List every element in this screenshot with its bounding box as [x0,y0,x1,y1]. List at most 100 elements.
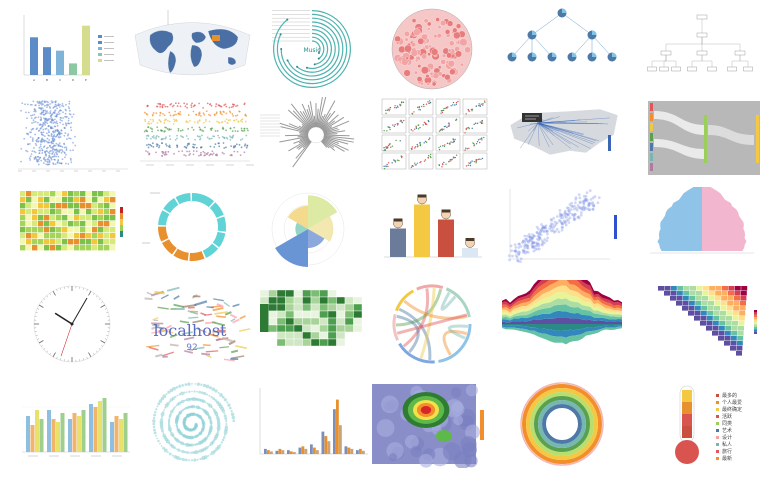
heatmap-cell [104,215,110,221]
word [183,336,195,341]
heatmap-cell [708,296,715,301]
radial-bar [316,108,319,128]
swarm-point [151,128,154,130]
density-point [524,251,527,255]
density-point [591,196,595,200]
matrix-point [388,143,391,146]
spiral-dot [180,399,185,404]
state-region [344,317,354,326]
scatter-point [50,135,53,138]
bar [321,431,325,454]
density-point [592,203,596,207]
spiral-dot [177,448,181,452]
scatter-point [67,163,70,165]
matrix-point [475,160,478,162]
clock-tick [37,338,40,340]
chord-ribbon [396,313,468,335]
state-region [302,324,312,333]
swarm-point [187,137,190,140]
radial-bar [321,140,330,149]
swarm-point [244,114,247,117]
tree-link [561,12,593,36]
density-point [561,226,565,229]
spiral-dot [154,410,157,414]
matrix-point [386,109,389,112]
state-region [310,338,320,347]
matrix-panel [381,116,407,134]
state-region [268,289,278,298]
leaf-circle [449,68,456,75]
swarm-point [164,105,167,108]
swarm-point [208,137,211,140]
leaf-circle [428,44,432,49]
swarm-point [198,119,201,122]
matrix-point [480,122,483,125]
word [201,352,211,356]
thermometer-band [682,390,692,402]
word [214,311,228,315]
scatter-point [32,119,35,121]
matrix-point [468,162,470,164]
swarm-point [147,146,150,149]
density-point [577,206,581,209]
spiral-dot [152,422,156,426]
matrix-point [484,101,486,104]
scatter-point [63,143,66,146]
state-region [353,303,363,312]
heatmap-cell [92,239,98,245]
word [197,328,207,333]
scatter-point [60,148,63,151]
swarm-point [238,110,241,113]
density-point [530,241,534,244]
density-point [560,222,564,226]
tick-label: B [46,78,48,82]
density-point [557,230,561,234]
scatter-point [50,158,53,161]
scatter-point [29,155,32,158]
scatter-point [69,137,72,140]
swarm-point [156,145,158,147]
swarm-point [159,105,162,108]
spiral-dot [176,394,179,397]
matrix-point [465,147,467,149]
matrix-point [466,127,468,129]
continent-shape [190,44,203,68]
density-point [574,201,577,205]
heatmap-cell [740,291,747,296]
tree-link [531,34,553,58]
radial-bar [323,137,340,144]
scatter-point [53,134,56,136]
scatter-point [70,121,73,124]
heatmap-cell [110,227,116,233]
matrix-point [383,149,385,152]
scatter-point [58,150,60,153]
heatmap-cell [32,215,38,221]
scatter-point [45,163,48,166]
density-point [536,247,539,251]
swarm-point [160,138,163,141]
tree-diagram-tile [500,5,624,93]
bar [359,448,362,454]
spiral-dot [185,442,189,447]
swarm-point [214,105,217,108]
heatmap-cell [104,227,110,233]
heatmap-cell [720,306,727,311]
tree-link [571,34,593,58]
scatter-point [61,146,64,148]
swarm-point [148,123,151,125]
swarm-point [208,154,211,157]
spiral-dot [153,431,157,435]
heatmap-cell [32,191,38,197]
swarm-point [237,121,240,123]
spiral-dot [175,386,179,389]
scatter-point [47,124,50,127]
heatmap-cell [86,197,92,203]
density-point [576,215,580,219]
heatmap-cell [80,233,86,239]
heatmap-cell [26,197,32,203]
leaf-circle [404,37,409,42]
density-point [572,218,576,222]
matrix-point [470,161,472,163]
bar [304,448,308,454]
density-point [521,251,525,254]
